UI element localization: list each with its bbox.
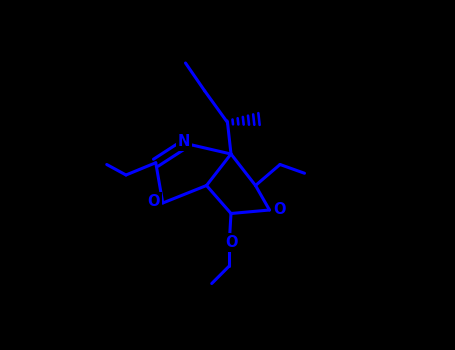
Text: N: N (177, 134, 190, 149)
Text: O: O (273, 203, 286, 217)
Text: O: O (148, 194, 160, 209)
Text: O: O (225, 235, 237, 250)
